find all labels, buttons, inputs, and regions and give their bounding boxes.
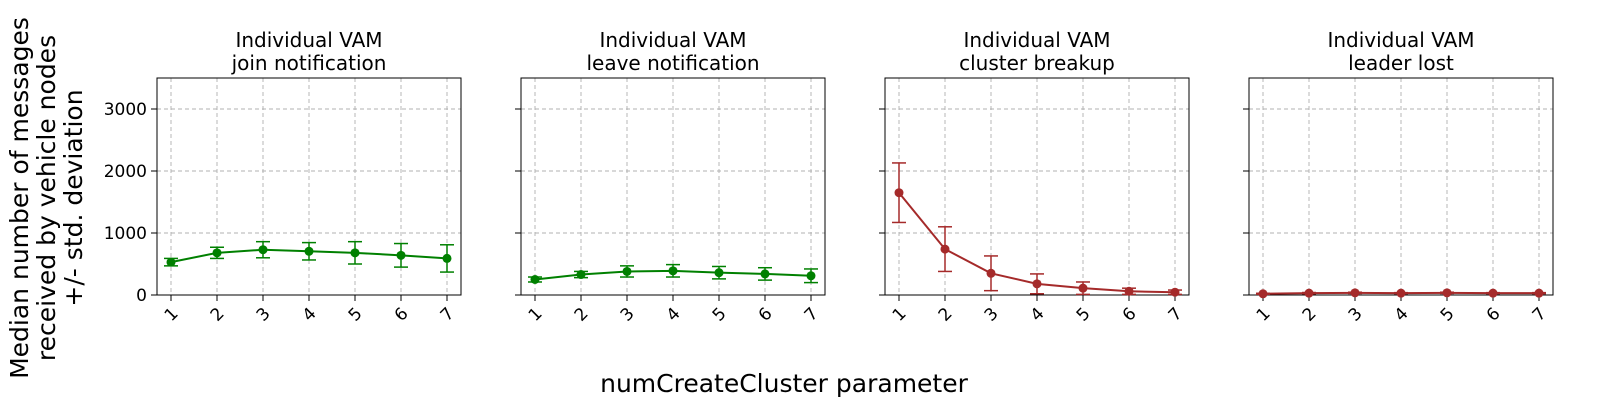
x-tick-label: 6 [1119,304,1141,326]
x-tick-label: 6 [1483,304,1505,326]
panel-title-line-2: leave notification [586,51,759,75]
x-tick-label: 5 [709,304,731,326]
data-point [396,250,406,260]
data-point [1442,288,1452,298]
panel-title-line-2: join notification [231,51,387,75]
data-point [940,244,950,254]
data-point [668,266,678,276]
data-point [576,270,586,280]
data-point [1304,288,1314,298]
x-tick-label: 3 [1345,304,1367,326]
y-axis-label-line-3: +/- std. deviation [59,89,88,306]
x-tick-label: 7 [437,304,459,326]
x-tick-label: 7 [1165,304,1187,326]
x-tick-label: 2 [935,304,957,326]
x-tick-label: 2 [207,304,229,326]
y-tick-label: 3000 [104,100,147,120]
panel-title-line-1: Individual VAM [963,28,1110,52]
data-point [166,257,176,267]
panel-title-line-2: leader lost [1348,51,1454,75]
data-point [1396,288,1406,298]
data-point [258,245,268,255]
panel-title-line-1: Individual VAM [599,28,746,52]
x-tick-label: 3 [981,304,1003,326]
data-point [1350,288,1360,298]
plot-frame [520,77,826,296]
x-tick-label: 6 [391,304,413,326]
x-tick-label: 1 [161,304,183,326]
x-tick-label: 1 [889,304,911,326]
data-point [1488,288,1498,298]
y-tick-label: 0 [136,286,147,306]
x-tick-label: 1 [525,304,547,326]
data-point [714,268,724,278]
panel-title-line-1: Individual VAM [235,28,382,52]
data-point [212,248,222,258]
x-tick-label: 5 [345,304,367,326]
y-axis-label-line-2: received by vehicle nodes [32,35,61,361]
x-tick-label: 1 [1253,304,1275,326]
y-tick-label: 2000 [104,162,147,182]
x-tick-label: 7 [801,304,823,326]
plot-frame [156,77,462,296]
x-tick-label: 2 [571,304,593,326]
data-point [1258,289,1268,299]
data-point [1078,283,1088,293]
data-point [1032,279,1042,289]
panel-title-line-1: Individual VAM [1327,28,1474,52]
data-point [894,188,904,198]
data-point [1170,287,1180,297]
x-tick-label: 2 [1299,304,1321,326]
x-tick-label: 7 [1529,304,1551,326]
data-point [622,266,632,276]
data-point [304,246,314,256]
y-tick-label: 1000 [104,224,147,244]
data-point [986,268,996,278]
panel-title-line-2: cluster breakup [959,51,1115,75]
data-point [442,253,452,263]
x-tick-label: 6 [755,304,777,326]
data-point [1534,288,1544,298]
x-tick-label: 4 [1391,304,1413,326]
x-tick-label: 5 [1437,304,1459,326]
x-tick-label: 4 [663,304,685,326]
data-point [806,271,816,281]
x-tick-label: 4 [1027,304,1049,326]
x-tick-label: 3 [617,304,639,326]
x-tick-label: 4 [299,304,321,326]
data-point [530,275,540,284]
x-axis-label: numCreateCluster parameter [600,369,968,398]
plot-frame [884,77,1190,296]
y-axis-label-line-1: Median number of messages [5,17,34,379]
data-point [760,269,770,279]
x-tick-label: 3 [253,304,275,326]
data-point [1124,286,1134,296]
data-point [350,248,360,258]
x-tick-label: 5 [1073,304,1095,326]
